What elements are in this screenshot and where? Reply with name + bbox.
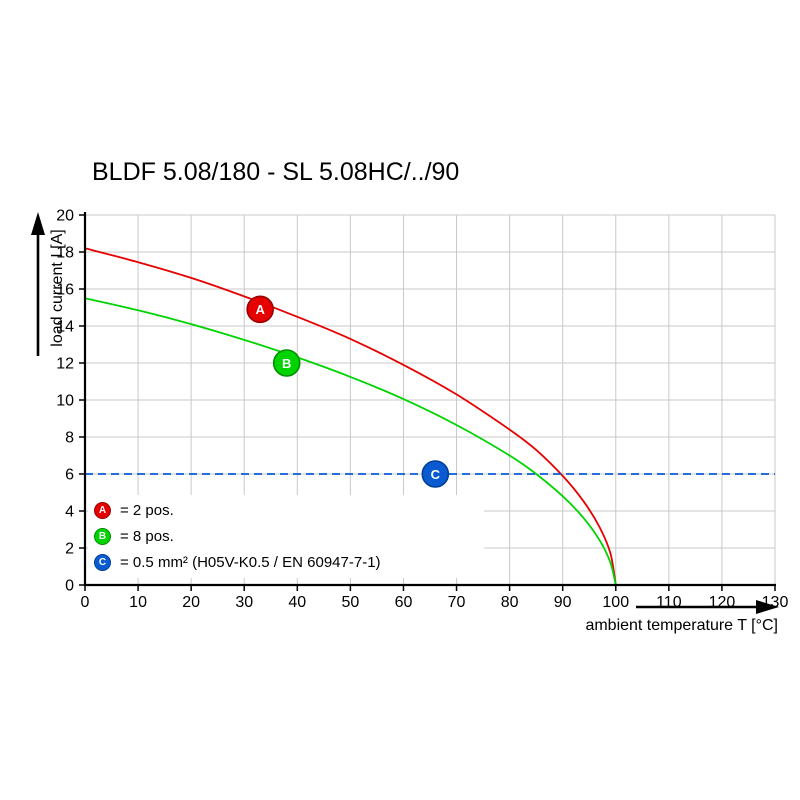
marker-letter-A: A (255, 302, 265, 317)
legend-label-c: = 0.5 mm² (H05V-K0.5 / EN 60947-7-1) (120, 554, 381, 571)
y-tick-label: 10 (56, 393, 74, 410)
chart-title: BLDF 5.08/180 - SL 5.08HC/../90 (92, 158, 460, 186)
y-tick-label: 0 (65, 578, 74, 595)
x-tick-label: 110 (656, 594, 682, 611)
y-tick-label: 8 (65, 430, 74, 447)
y-tick-label: 4 (65, 504, 74, 521)
x-tick-label: 80 (501, 594, 519, 611)
y-tick-label: 2 (65, 541, 74, 558)
legend-item-c: C = 0.5 mm² (H05V-K0.5 / EN 60947-7-1) (94, 552, 478, 573)
marker-B (272, 349, 301, 377)
y-tick-label: 16 (56, 282, 74, 299)
curve-A (84, 247, 617, 586)
y-tick-label: 12 (56, 356, 74, 373)
marker-letter-B: B (282, 356, 291, 371)
x-tick-label: 30 (235, 594, 253, 611)
legend: A = 2 pos. B = 8 pos. C = 0.5 mm² (H05V-… (88, 495, 484, 578)
x-axis-label: ambient temperature T [°C] (585, 617, 778, 634)
legend-item-a: A = 2 pos. (94, 500, 478, 521)
curve-markers: A B C (246, 295, 450, 488)
x-tick-label: 40 (288, 594, 306, 611)
x-tick-label: 100 (602, 594, 629, 611)
x-tick-label: 60 (395, 594, 413, 611)
y-axis-arrowhead-icon (31, 212, 45, 235)
x-tick-label: 90 (554, 594, 572, 611)
marker-C (421, 460, 450, 488)
x-tick-label: 20 (182, 594, 200, 611)
x-tick-label: 50 (341, 594, 359, 611)
x-tick-label: 0 (81, 594, 90, 611)
legend-badge-b-icon: B (94, 528, 111, 545)
x-tick-label: 70 (448, 594, 466, 611)
marker-letter-C: C (431, 467, 441, 482)
legend-item-b: B = 8 pos. (94, 526, 478, 547)
legend-label-a: = 2 pos. (120, 502, 174, 519)
legend-badge-c-icon: C (94, 554, 111, 571)
y-tick-label: 18 (56, 245, 74, 262)
x-axis-arrowhead-icon (756, 600, 779, 614)
legend-badge-a-icon: A (94, 502, 111, 519)
y-tick-label: 6 (65, 467, 74, 484)
y-axis-label: load current I [A] (49, 229, 66, 347)
legend-label-b: = 8 pos. (120, 528, 174, 545)
axis-arrows (31, 212, 779, 614)
x-tick-label: 120 (709, 594, 736, 611)
y-tick-label: 20 (56, 208, 74, 225)
x-tick-label: 10 (129, 594, 147, 611)
y-tick-label: 14 (56, 319, 74, 336)
marker-A (246, 295, 274, 324)
curve-B (84, 297, 617, 586)
axes (83, 212, 776, 587)
